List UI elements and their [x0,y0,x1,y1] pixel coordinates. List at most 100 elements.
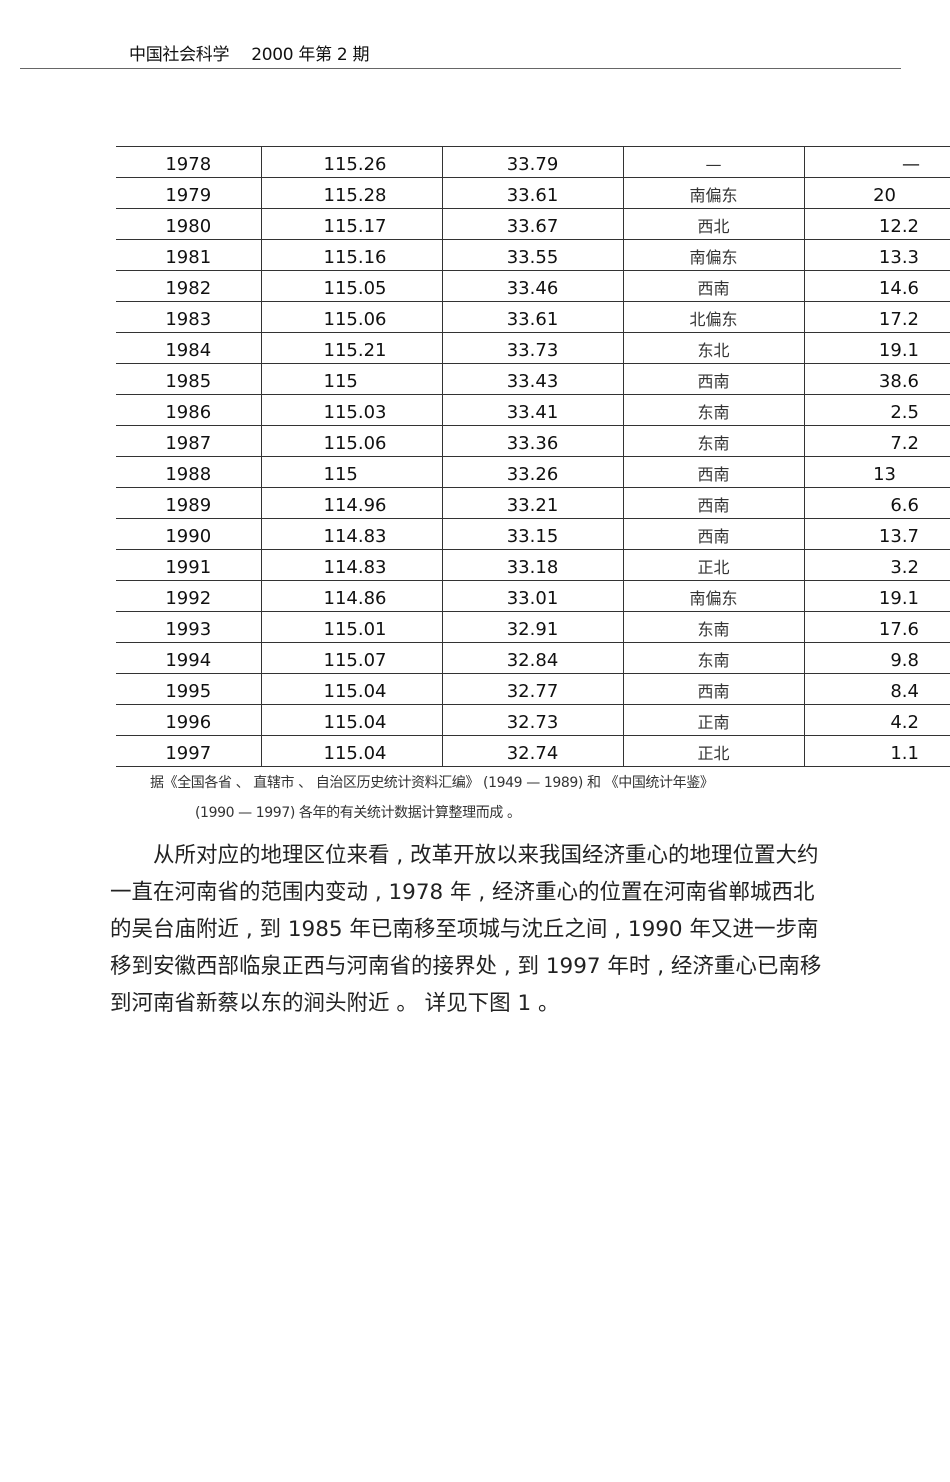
distance-cell: 7.2 [803,425,950,457]
cell-text: 9.8 [890,650,919,671]
direction-cell: 南偏东 [622,239,804,271]
cell-text: 西南 [697,279,730,298]
cell-text: 33.15 [506,526,559,547]
cell-text: 1983 [165,309,212,330]
cell-text: 115 [323,371,358,392]
cell-text: 115.04 [323,712,387,733]
cell-text: 西北 [697,217,730,236]
cell-text: 32.74 [506,743,559,764]
cell-text: 西南 [697,682,730,701]
cell-text: 32.91 [506,619,559,640]
distance-cell: 8.4 [803,673,950,705]
latitude-cell: 33.46 [441,270,623,302]
cell-text: 115.03 [323,402,387,423]
latitude-cell: 33.61 [441,177,623,209]
cell-text: 1982 [165,278,212,299]
cell-text: 115.07 [323,650,387,671]
cell-text: 32.84 [506,650,559,671]
year-cell: 1983 [116,301,261,333]
cell-text: 7.2 [890,433,919,454]
table-row: 1984 115.21 33.73 东北 19.1 [116,332,950,364]
cell-text: 1992 [165,588,212,609]
table-row: 1991 114.83 33.18 正北 3.2 [116,549,950,581]
distance-cell: 2.5 [803,394,950,426]
cell-text: 8.4 [890,681,919,702]
direction-cell: 东南 [622,394,804,426]
cell-text: 13 [873,464,896,485]
cell-text: 33.18 [506,557,559,578]
direction-cell: 东南 [622,611,804,643]
distance-cell: 20 [803,177,950,209]
year-cell: 1986 [116,394,261,426]
longitude-cell: 115.28 [260,177,442,209]
cell-text: 114.83 [323,557,387,578]
cell-text: 114.96 [323,495,387,516]
longitude-cell: 115 [260,363,442,395]
table-row: 1986 115.03 33.41 东南 2.5 [116,394,950,426]
cell-text: 115 [323,464,358,485]
latitude-cell: 33.73 [441,332,623,364]
header-rule [20,68,901,69]
latitude-cell: 32.84 [441,642,623,674]
direction-cell: 南偏东 [622,580,804,612]
cell-text: 19.1 [878,588,919,609]
distance-cell: 12.2 [803,208,950,240]
year-cell: 1996 [116,704,261,736]
cell-text: 西南 [697,465,730,484]
running-header: 中国社会科学 2000 年第 2 期 [129,40,370,65]
distance-cell: 17.2 [803,301,950,333]
latitude-cell: 32.74 [441,735,623,767]
table-row: 1982 115.05 33.46 西南 14.6 [116,270,950,302]
cell-text: 东南 [697,620,730,639]
cell-text: 115.21 [323,340,387,361]
latitude-cell: 33.26 [441,456,623,488]
distance-cell: 1.1 [803,735,950,767]
direction-cell: 西南 [622,673,804,705]
distance-cell: 17.6 [803,611,950,643]
latitude-cell: 33.21 [441,487,623,519]
cell-text: 33.79 [506,154,559,175]
cell-text: 114.86 [323,588,387,609]
longitude-cell: 115.04 [260,673,442,705]
distance-cell: 13.7 [803,518,950,550]
latitude-cell: 33.67 [441,208,623,240]
cell-text: 14.6 [878,278,919,299]
year-cell: 1991 [116,549,261,581]
content-flow: 1978 115.26 33.79— —1979 115.28 33.61 南偏东 20 198… [0,146,950,1022]
year-cell: 1997 [116,735,261,767]
cell-text: 114.83 [323,526,387,547]
cell-text: 正北 [697,744,730,763]
cell-text: 1996 [165,712,212,733]
cell-text: 1.1 [890,743,919,764]
cell-text: 115.06 [323,309,387,330]
direction-cell: 东南 [622,642,804,674]
cell-text: 115.17 [323,216,387,237]
latitude-cell: 33.01 [441,580,623,612]
cell-text: 1988 [165,464,212,485]
table-row: 1992 114.86 33.01 南偏东 19.1 [116,580,950,612]
year-cell: 1987 [116,425,261,457]
cell-text: 南偏东 [689,589,738,608]
cell-text: 1995 [165,681,212,702]
cell-text: 115.05 [323,278,387,299]
table-row: 1997 115.04 32.74 正北 1.1 [116,735,950,767]
cell-text: 115.04 [323,681,387,702]
cell-text: 33.21 [506,495,559,516]
direction-cell: 西南 [622,456,804,488]
year-cell: 1979 [116,177,261,209]
latitude-cell: 33.79 [441,146,623,178]
year-cell: 1988 [116,456,261,488]
year-cell: 1985 [116,363,261,395]
longitude-cell: 115 [260,456,442,488]
data-table: 1978 115.26 33.79— —1979 115.28 33.61 南偏东 20 198… [116,146,950,767]
body-paragraph: 从所对应的地理区位来看 , 改革开放以来我国经济重心的地理位置大约一直在河南省的… [110,843,822,1016]
table-row: 1988 115 33.26 西南 13 [116,456,950,488]
table-row: 1979 115.28 33.61 南偏东 20 [116,177,950,209]
latitude-cell: 32.73 [441,704,623,736]
direction-cell: 正北 [622,735,804,767]
cell-text: 13.7 [878,526,919,547]
year-cell: 1980 [116,208,261,240]
distance-cell: 4.2 [803,704,950,736]
distance-cell: 38.6 [803,363,950,395]
latitude-cell: 32.77 [441,673,623,705]
